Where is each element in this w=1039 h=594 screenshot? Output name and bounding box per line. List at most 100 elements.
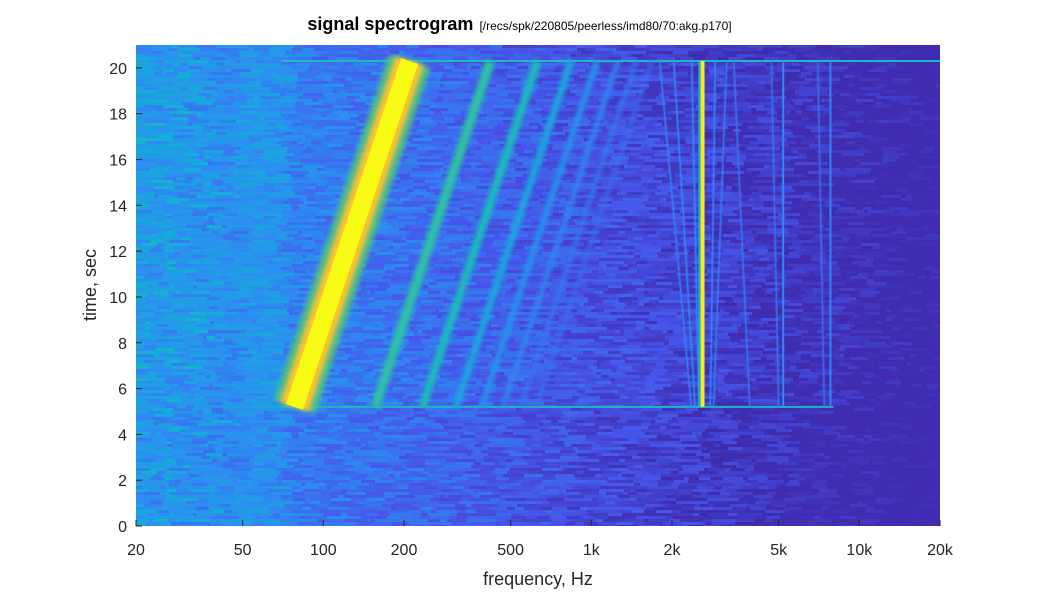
- noise-cell: [294, 153, 309, 157]
- noise-cell: [462, 210, 475, 214]
- noise-cell: [926, 96, 931, 100]
- noise-cell: [832, 225, 841, 229]
- noise-cell: [147, 267, 153, 271]
- noise-cell: [801, 141, 815, 145]
- noise-cell: [764, 90, 786, 94]
- noise-cell: [166, 210, 175, 214]
- noise-cell: [452, 129, 458, 133]
- noise-cell: [651, 129, 667, 133]
- noise-cell: [225, 69, 232, 73]
- noise-cell: [234, 171, 240, 175]
- noise-cell: [237, 93, 247, 97]
- noise-cell: [503, 222, 516, 226]
- noise-cell: [251, 78, 257, 82]
- noise-cell: [935, 192, 940, 196]
- noise-cell: [799, 210, 808, 214]
- noise-cell: [610, 186, 624, 190]
- noise-cell: [921, 69, 929, 73]
- noise-cell: [817, 177, 826, 181]
- noise-cell: [722, 270, 740, 274]
- noise-cell: [400, 246, 408, 250]
- noise-cell: [668, 63, 683, 67]
- noise-cell: [186, 273, 197, 277]
- noise-cell: [289, 213, 304, 217]
- noise-cell: [468, 219, 489, 223]
- noise-cell: [172, 258, 194, 262]
- noise-cell: [275, 174, 292, 178]
- noise-cell: [856, 252, 874, 256]
- noise-cell: [178, 93, 199, 97]
- noise-cell: [496, 189, 516, 193]
- noise-cell: [341, 177, 351, 181]
- noise-cell: [211, 183, 217, 187]
- noise-cell: [673, 231, 684, 235]
- noise-cell: [886, 225, 903, 229]
- noise-cell: [470, 150, 487, 154]
- noise-cell: [730, 264, 736, 268]
- noise-cell: [553, 264, 559, 268]
- noise-cell: [323, 45, 330, 49]
- noise-cell: [546, 75, 568, 79]
- noise-cell: [879, 45, 889, 49]
- noise-cell: [772, 207, 792, 211]
- noise-cell: [667, 174, 676, 178]
- noise-cell: [781, 168, 795, 172]
- noise-cell: [412, 210, 428, 214]
- noise-cell: [481, 108, 494, 112]
- noise-cell: [401, 273, 422, 277]
- noise-cell: [493, 108, 515, 112]
- noise-cell: [257, 207, 272, 211]
- noise-cell: [609, 141, 619, 145]
- noise-cell: [828, 66, 849, 70]
- noise-cell: [483, 228, 496, 232]
- noise-cell: [173, 216, 187, 220]
- noise-cell: [557, 111, 577, 115]
- noise-cell: [599, 168, 610, 172]
- noise-cell: [437, 183, 446, 187]
- noise-cell: [705, 141, 717, 145]
- noise-cell: [303, 231, 315, 235]
- noise-cell: [252, 168, 265, 172]
- noise-cell: [407, 252, 414, 256]
- noise-cell: [209, 228, 230, 232]
- noise-cell: [193, 147, 203, 151]
- noise-cell: [558, 195, 568, 199]
- noise-cell: [419, 108, 431, 112]
- noise-cell: [490, 237, 506, 241]
- noise-cell: [857, 234, 870, 238]
- noise-cell: [911, 144, 920, 148]
- noise-cell: [813, 99, 822, 103]
- noise-cell: [533, 201, 541, 205]
- noise-cell: [875, 270, 886, 274]
- noise-cell: [241, 75, 258, 79]
- noise-cell: [649, 54, 671, 58]
- noise-cell: [668, 192, 680, 196]
- noise-cell: [757, 138, 770, 142]
- noise-cell: [648, 135, 666, 139]
- noise-cell: [780, 222, 800, 226]
- noise-cell: [723, 195, 739, 199]
- noise-cell: [385, 270, 396, 274]
- noise-cell: [596, 48, 617, 52]
- noise-cell: [540, 237, 561, 241]
- noise-cell: [307, 168, 318, 172]
- noise-cell: [868, 138, 889, 142]
- noise-cell: [501, 105, 516, 109]
- noise-cell: [332, 111, 349, 115]
- noise-cell: [746, 129, 754, 133]
- noise-cell: [698, 63, 719, 67]
- noise-cell: [589, 240, 601, 244]
- noise-cell: [301, 210, 319, 214]
- noise-cell: [442, 222, 453, 226]
- noise-cell: [753, 93, 764, 97]
- noise-cell: [302, 48, 315, 52]
- noise-cell: [514, 162, 524, 166]
- noise-cell: [136, 54, 147, 58]
- noise-cell: [314, 252, 325, 256]
- noise-cell: [615, 273, 630, 277]
- noise-cell: [324, 177, 332, 181]
- noise-cell: [878, 177, 891, 181]
- noise-cell: [799, 180, 812, 184]
- noise-cell: [537, 234, 548, 238]
- noise-cell: [255, 174, 262, 178]
